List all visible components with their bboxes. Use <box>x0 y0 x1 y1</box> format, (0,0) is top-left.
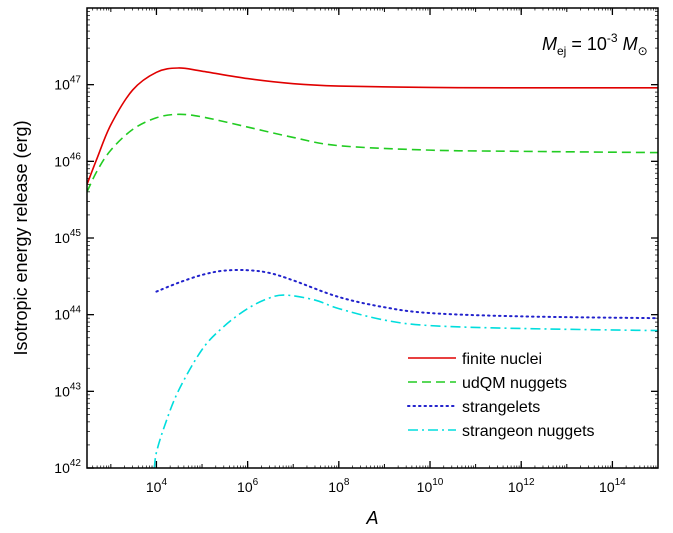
y-tick-label: 1045 <box>54 228 81 246</box>
x-tick-label: 1010 <box>417 477 444 495</box>
x-tick-label: 1014 <box>599 477 626 495</box>
x-tick-label: 108 <box>328 477 350 495</box>
series-line-0 <box>87 67 658 185</box>
minor-ticks <box>86 8 659 468</box>
y-axis-title: Isotropic energy release (erg) <box>11 120 31 355</box>
series-line-3 <box>153 294 658 468</box>
plot-frame <box>86 7 659 469</box>
axis-ticks <box>87 8 658 469</box>
y-tick-label: 1043 <box>54 381 81 399</box>
y-tick-label: 1042 <box>54 458 81 476</box>
legend: finite nuclei udQM nuggets strangelets stra… <box>407 351 595 440</box>
x-tick-label: 1012 <box>508 477 535 495</box>
x-tick-label: 104 <box>146 477 168 495</box>
y-tick-label: 1046 <box>54 151 81 169</box>
ejecta-mass-annotation: Mej = 10-3 M⊙ <box>542 31 648 58</box>
x-axis-title: A <box>365 508 378 528</box>
y-tick-label: 1044 <box>54 305 81 323</box>
legend-label: strangeon nuggets <box>462 423 595 440</box>
series-line-2 <box>155 268 658 320</box>
y-tick-label: 1047 <box>54 75 81 93</box>
series-line-1 <box>87 113 658 193</box>
series-lines <box>87 67 658 468</box>
legend-label: strangelets <box>462 399 540 416</box>
legend-label: udQM nuggets <box>462 375 567 392</box>
legend-label: finite nuclei <box>462 351 542 368</box>
x-tick-label: 106 <box>237 477 259 495</box>
tick-labels: 104 106 108 1010 1012 1014 1042 1043 1044 1045 104… <box>54 75 626 495</box>
